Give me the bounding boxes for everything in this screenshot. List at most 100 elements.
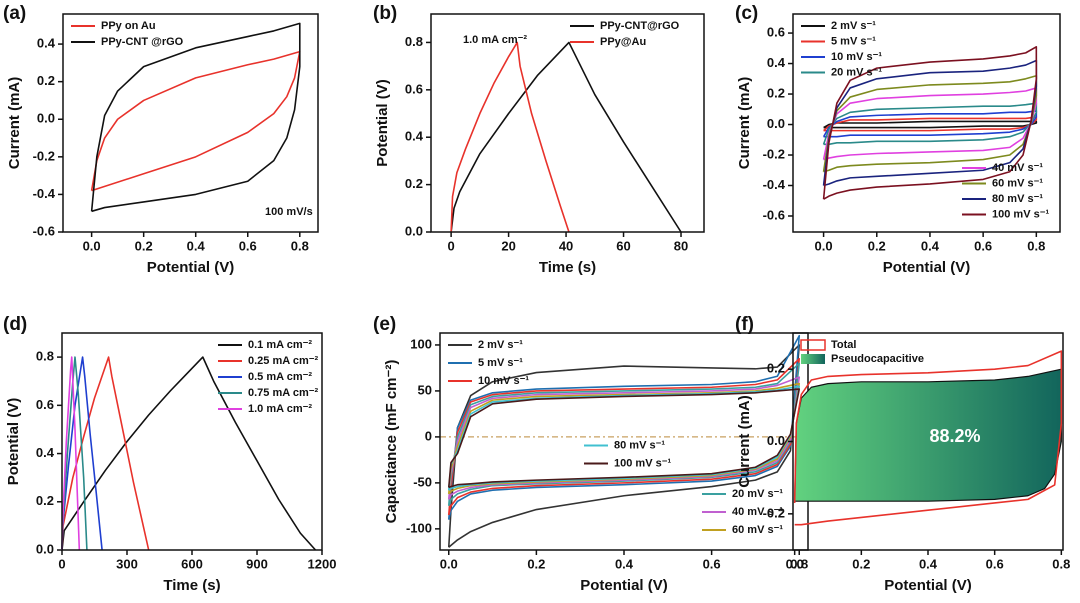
y-tick-label: 0.0	[37, 111, 55, 126]
x-tick-label: 0.6	[239, 238, 257, 253]
line	[90, 50, 301, 192]
y-tick-label: 0.8	[36, 349, 54, 364]
plot-frame	[792, 332, 1064, 551]
y-tick-label: -0.4	[33, 186, 56, 201]
y-tick-label: -0.2	[33, 148, 55, 163]
annotation: 1.0 mA cm⁻²	[463, 34, 527, 46]
y-axis-label: Current (mA)	[6, 77, 23, 170]
legend-label: 20 mV s⁻¹	[831, 66, 882, 78]
line	[823, 120, 1038, 129]
y-tick-label: 100	[410, 336, 432, 351]
line	[822, 59, 1038, 187]
x-tick-label: 0.0	[83, 238, 101, 253]
annotation: 88.2%	[929, 426, 980, 446]
y-tick-label: -50	[413, 474, 432, 489]
y-tick-label: -0.6	[33, 223, 55, 238]
legend-label: PPy@Au	[600, 36, 646, 48]
line	[793, 350, 1063, 526]
x-tick-label: 0.2	[135, 238, 153, 253]
legend-label: 40 mV s⁻¹	[732, 506, 783, 518]
y-tick-label: 0.0	[767, 433, 785, 448]
legend-label: 40 mV s⁻¹	[992, 162, 1043, 174]
legend-label: PPy-CNT @rGO	[101, 36, 184, 48]
legend-label: 60 mV s⁻¹	[992, 177, 1043, 189]
legend-label: 0.75 mA cm⁻²	[248, 387, 319, 399]
line	[822, 87, 1038, 161]
panel-label: (c)	[735, 3, 758, 24]
line	[823, 116, 1038, 132]
y-tick-label: 0.6	[36, 397, 54, 412]
plot-frame	[792, 13, 1061, 233]
x-tick-label: 0.0	[815, 238, 833, 253]
y-tick-label: -100	[406, 520, 432, 535]
panel-label: (e)	[373, 314, 396, 335]
x-axis-label: Potential (V)	[147, 259, 235, 276]
y-tick-label: -0.2	[763, 505, 785, 520]
line	[450, 41, 682, 233]
legend-label: 10 mV s⁻¹	[478, 375, 529, 387]
x-axis-label: Time (s)	[539, 259, 596, 276]
line	[450, 41, 570, 233]
y-tick-label: -0.6	[763, 207, 785, 222]
legend-label: 2 mV s⁻¹	[478, 339, 523, 351]
x-axis-label: Potential (V)	[884, 577, 972, 594]
y-tick-label: 0.2	[767, 361, 785, 376]
area	[794, 368, 1062, 502]
x-axis-label: Potential (V)	[883, 259, 971, 276]
legend-label: 80 mV s⁻¹	[992, 193, 1043, 205]
y-tick-label: 0.2	[405, 176, 423, 191]
y-tick-label: 0.2	[37, 73, 55, 88]
y-axis-label: Capacitance (mF cm⁻²)	[383, 360, 400, 524]
x-tick-label: 0.4	[187, 238, 206, 253]
y-axis-label: Current (mA)	[736, 77, 753, 170]
x-tick-label: 0.6	[703, 556, 721, 571]
legend-label: 0.25 mA cm⁻²	[248, 355, 319, 367]
y-tick-label: 0.4	[36, 445, 55, 460]
x-tick-label: 0.6	[974, 238, 992, 253]
line	[447, 388, 801, 489]
legend-label: 0.1 mA cm⁻²	[248, 339, 312, 351]
legend-label: 100 mV s⁻¹	[992, 208, 1050, 220]
x-axis-label: Time (s)	[163, 577, 220, 594]
x-tick-label: 0.8	[291, 238, 309, 253]
legend-label: 1.0 mA cm⁻²	[248, 403, 312, 415]
legend-label: 5 mV s⁻¹	[478, 357, 523, 369]
y-axis-label: Current (mA)	[736, 395, 753, 488]
line	[822, 45, 1038, 200]
panel-label: (f)	[735, 314, 754, 335]
y-tick-label: 0.0	[405, 223, 423, 238]
legend-label: 2 mV s⁻¹	[831, 20, 876, 32]
legend-label: 20 mV s⁻¹	[732, 488, 783, 500]
x-tick-label: 0.2	[852, 556, 870, 571]
x-tick-label: 900	[246, 556, 268, 571]
x-axis-label: Potential (V)	[580, 577, 668, 594]
legend-label: 80 mV s⁻¹	[614, 439, 665, 451]
y-tick-label: 0.4	[405, 129, 424, 144]
x-tick-label: 600	[181, 556, 203, 571]
x-tick-label: 40	[559, 238, 573, 253]
line	[61, 356, 317, 551]
line	[447, 334, 801, 520]
x-tick-label: 0.4	[919, 556, 938, 571]
legend-label: Pseudocapacitive	[831, 353, 924, 365]
x-tick-label: 0.6	[986, 556, 1004, 571]
y-tick-label: 0.0	[36, 541, 54, 556]
y-tick-label: 0.4	[767, 55, 786, 70]
panel-label: (b)	[373, 3, 397, 24]
y-tick-label: 0.4	[37, 36, 56, 51]
x-tick-label: 1200	[308, 556, 337, 571]
plot-frame	[430, 13, 705, 233]
x-tick-label: 0.4	[615, 556, 634, 571]
y-tick-label: 0.2	[36, 493, 54, 508]
legend-swatch	[800, 339, 826, 351]
legend-label: 5 mV s⁻¹	[831, 35, 876, 47]
y-tick-label: -0.2	[763, 146, 785, 161]
x-tick-label: 0.0	[440, 556, 458, 571]
x-tick-label: 20	[501, 238, 515, 253]
legend-label: PPy on Au	[101, 20, 156, 32]
line	[61, 356, 150, 551]
x-tick-label: 0.8	[1027, 238, 1045, 253]
y-tick-label: 0.0	[767, 116, 785, 131]
y-tick-label: 0.2	[767, 85, 785, 100]
